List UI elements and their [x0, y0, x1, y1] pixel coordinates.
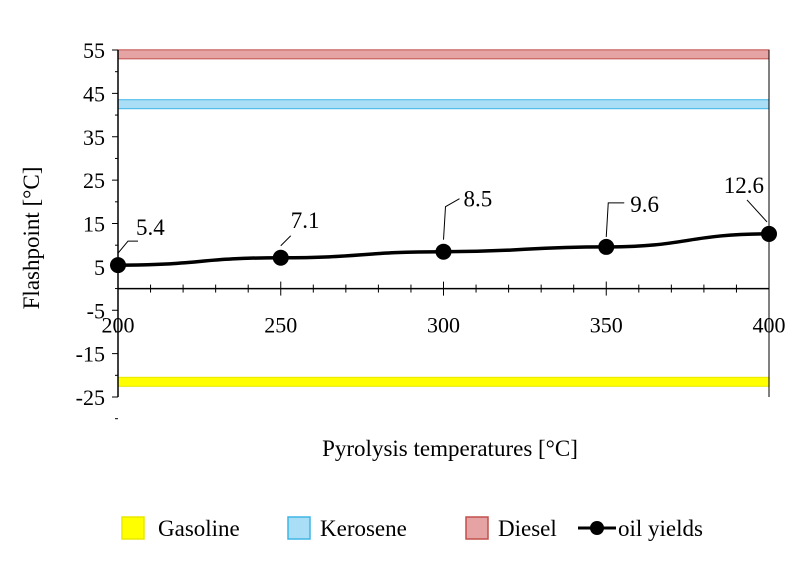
- y-tick-label: 35: [83, 125, 105, 150]
- x-tick-label: 350: [590, 313, 623, 338]
- tick-marks: [112, 49, 770, 420]
- legend-swatch-kerosene: [287, 516, 311, 540]
- x-axis-title: Pyrolysis temperatures [°C]: [322, 436, 578, 461]
- data-label-leader: [280, 235, 292, 247]
- data-point: [435, 243, 452, 260]
- y-tick-label: -5: [87, 298, 105, 323]
- legend-label-gasoline: Gasoline: [158, 516, 240, 541]
- y-tick-label: 45: [83, 81, 105, 106]
- tick-labels: 55 45 35 25 15 5 -5 -15 -25 200 250 300 350 400: [76, 38, 786, 410]
- x-tick-label: 300: [427, 313, 460, 338]
- y-tick-label: 25: [83, 168, 105, 193]
- data-labels: 5.4 7.1 8.5 9.6 12.6: [117, 173, 768, 254]
- x-tick-label: 200: [102, 313, 135, 338]
- data-label-leader: [605, 202, 625, 237]
- data-label: 8.5: [464, 187, 493, 212]
- legend-label-kerosene: Kerosene: [320, 516, 407, 541]
- band-diesel: [117, 49, 770, 60]
- data-label: 5.4: [136, 215, 165, 240]
- y-axis-title: Flashpoint [°C]: [19, 167, 44, 310]
- series-oil-yields: [110, 225, 777, 274]
- data-label-leader: [746, 199, 768, 223]
- data-point: [272, 249, 289, 266]
- data-label: 7.1: [291, 208, 320, 233]
- data-point: [110, 257, 126, 274]
- data-point: [761, 225, 777, 242]
- legend-swatch-diesel: [465, 516, 489, 540]
- y-tick-label: -15: [76, 342, 105, 367]
- legend-marker-oil-yields: [590, 521, 604, 535]
- data-point: [598, 238, 615, 255]
- data-label-leader: [117, 240, 138, 254]
- legend: Gasoline Kerosene Diesel oil yields: [121, 516, 703, 541]
- legend-label-diesel: Diesel: [498, 516, 557, 541]
- y-tick-label: 5: [94, 255, 105, 280]
- y-tick-label: 15: [83, 212, 105, 237]
- y-tick-label: 55: [83, 38, 105, 63]
- band-gasoline: [117, 376, 770, 387]
- x-tick-label: 400: [753, 313, 786, 338]
- y-tick-label: -25: [76, 385, 105, 410]
- data-label: 9.6: [630, 192, 659, 217]
- band-kerosene: [117, 99, 770, 110]
- legend-swatch-gasoline: [121, 516, 145, 540]
- legend-label-oil-yields: oil yields: [618, 516, 703, 541]
- data-label-leader: [443, 198, 460, 240]
- x-tick-label: 250: [264, 313, 297, 338]
- data-label: 12.6: [724, 173, 764, 198]
